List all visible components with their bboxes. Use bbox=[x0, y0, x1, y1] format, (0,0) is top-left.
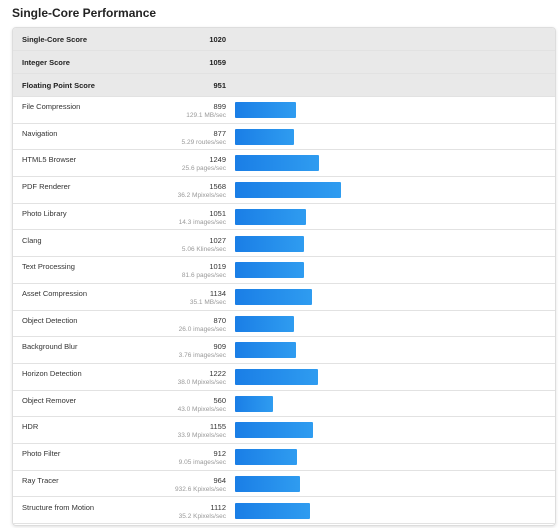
test-rate: 35.2 Kpixels/sec bbox=[178, 512, 226, 520]
test-rate: 33.9 Mpixels/sec bbox=[177, 432, 226, 440]
score-bar bbox=[235, 502, 311, 519]
test-row: Asset Compression 1134 35.1 MB/sec bbox=[13, 283, 555, 311]
test-rate: 25.6 pages/sec bbox=[181, 165, 226, 173]
score-bar bbox=[235, 288, 312, 305]
score-bar bbox=[235, 475, 301, 492]
test-row: Clang 1027 5.06 Klines/sec bbox=[13, 230, 555, 258]
test-score: 1568 bbox=[209, 182, 226, 192]
score-bar bbox=[235, 128, 295, 145]
summary-row: Integer Score 1059 bbox=[13, 51, 555, 74]
test-rate: 26.0 images/sec bbox=[178, 325, 226, 333]
test-rate: 9.05 images/sec bbox=[178, 459, 226, 467]
test-name: PDF Renderer bbox=[22, 182, 71, 192]
test-rate: 35.1 MB/sec bbox=[189, 298, 226, 306]
test-score: 870 bbox=[213, 315, 226, 325]
test-rate: 81.6 pages/sec bbox=[181, 272, 226, 280]
test-score: 877 bbox=[213, 128, 226, 138]
test-name: Object Detection bbox=[22, 315, 78, 325]
score-bar bbox=[235, 262, 304, 279]
test-name: HTML5 Browser bbox=[22, 155, 77, 165]
summary-label: Single-Core Score bbox=[22, 35, 88, 44]
test-rate: 932.6 Kpixels/sec bbox=[175, 485, 226, 493]
test-score: 1249 bbox=[209, 155, 226, 165]
test-name: Photo Filter bbox=[22, 449, 61, 459]
test-rate: 38.0 Mpixels/sec bbox=[177, 379, 226, 386]
test-name: Clang bbox=[22, 235, 42, 245]
score-bar bbox=[235, 208, 307, 225]
test-score: 1112 bbox=[210, 502, 226, 512]
test-rate: 43.0 Mpixels/sec bbox=[177, 405, 226, 413]
test-rate: 129.1 MB/sec bbox=[186, 112, 226, 119]
test-name: Background Blur bbox=[22, 342, 78, 352]
test-name: Text Processing bbox=[22, 262, 75, 272]
test-score: 560 bbox=[213, 395, 226, 405]
score-bar bbox=[235, 315, 294, 332]
test-name: File Compression bbox=[22, 102, 81, 111]
summary-score: 1020 bbox=[209, 35, 226, 44]
test-score: 1222 bbox=[209, 369, 226, 378]
test-score: 1019 bbox=[209, 262, 226, 272]
test-row: Text Processing 1019 81.6 pages/sec bbox=[13, 257, 555, 284]
test-row: Horizon Detection 1222 38.0 Mpixels/sec bbox=[13, 364, 555, 391]
score-bar bbox=[235, 182, 341, 199]
summary-row: Floating Point Score 951 bbox=[13, 74, 555, 97]
test-row: Background Blur 909 3.76 images/sec bbox=[13, 337, 555, 364]
summary-row: Single-Core Score 1020 bbox=[13, 28, 555, 51]
test-score: 912 bbox=[213, 449, 226, 459]
test-row: Object Detection 870 26.0 images/sec bbox=[13, 310, 555, 338]
test-rate: 36.2 Mpixels/sec bbox=[177, 192, 226, 200]
summary-label: Integer Score bbox=[22, 58, 70, 67]
test-row: Photo Library 1051 14.3 images/sec bbox=[13, 203, 555, 231]
test-name: Navigation bbox=[22, 128, 58, 138]
test-name: Horizon Detection bbox=[22, 369, 82, 378]
score-bar bbox=[235, 342, 297, 359]
score-bar bbox=[235, 102, 296, 118]
test-rate: 3.76 images/sec bbox=[178, 352, 226, 360]
summary-score: 951 bbox=[213, 81, 226, 90]
test-name: Photo Library bbox=[22, 208, 67, 218]
test-row: Structure from Motion 1112 35.2 Kpixels/se… bbox=[13, 497, 555, 525]
score-bar bbox=[235, 155, 320, 172]
test-score: 1134 bbox=[209, 288, 226, 298]
test-name: HDR bbox=[22, 422, 39, 432]
test-name: Object Remover bbox=[22, 395, 77, 405]
results-panel: Single-Core Score 1020 Integer Score 1059 Fl… bbox=[12, 27, 556, 526]
test-score: 1027 bbox=[209, 235, 226, 245]
test-rate: 5.29 routes/sec bbox=[181, 138, 226, 146]
test-score: 1051 bbox=[209, 208, 226, 218]
score-bar bbox=[235, 395, 273, 412]
summary-score: 1059 bbox=[209, 58, 226, 67]
test-row: File Compression 899 129.1 MB/sec bbox=[13, 97, 555, 124]
test-score: 899 bbox=[213, 102, 226, 111]
test-row: Ray Tracer 964 932.6 Kpixels/sec bbox=[13, 470, 555, 498]
test-name: Asset Compression bbox=[22, 288, 88, 298]
score-bar bbox=[235, 422, 314, 439]
title: Single-Core Performance bbox=[12, 6, 157, 20]
test-row: HTML5 Browser 1249 25.6 pages/sec bbox=[13, 150, 555, 178]
test-row: Navigation 877 5.29 routes/sec bbox=[13, 123, 555, 151]
score-bar bbox=[235, 449, 297, 466]
score-bar bbox=[235, 235, 305, 252]
test-rate: 5.06 Klines/sec bbox=[181, 245, 226, 253]
summary-label: Floating Point Score bbox=[22, 81, 95, 90]
test-row: HDR 1155 33.9 Mpixels/sec bbox=[13, 417, 555, 445]
test-name: Structure from Motion bbox=[22, 502, 95, 512]
test-score: 909 bbox=[213, 342, 226, 352]
test-row: Photo Filter 912 9.05 images/sec bbox=[13, 444, 555, 471]
test-rate: 14.3 images/sec bbox=[178, 218, 226, 226]
test-name: Ray Tracer bbox=[22, 475, 59, 485]
score-bar bbox=[235, 369, 318, 385]
test-row: Object Remover 560 43.0 Mpixels/sec bbox=[13, 390, 555, 418]
test-row: PDF Renderer 1568 36.2 Mpixels/sec bbox=[13, 177, 555, 204]
test-score: 964 bbox=[213, 475, 226, 485]
test-score: 1155 bbox=[209, 422, 226, 432]
